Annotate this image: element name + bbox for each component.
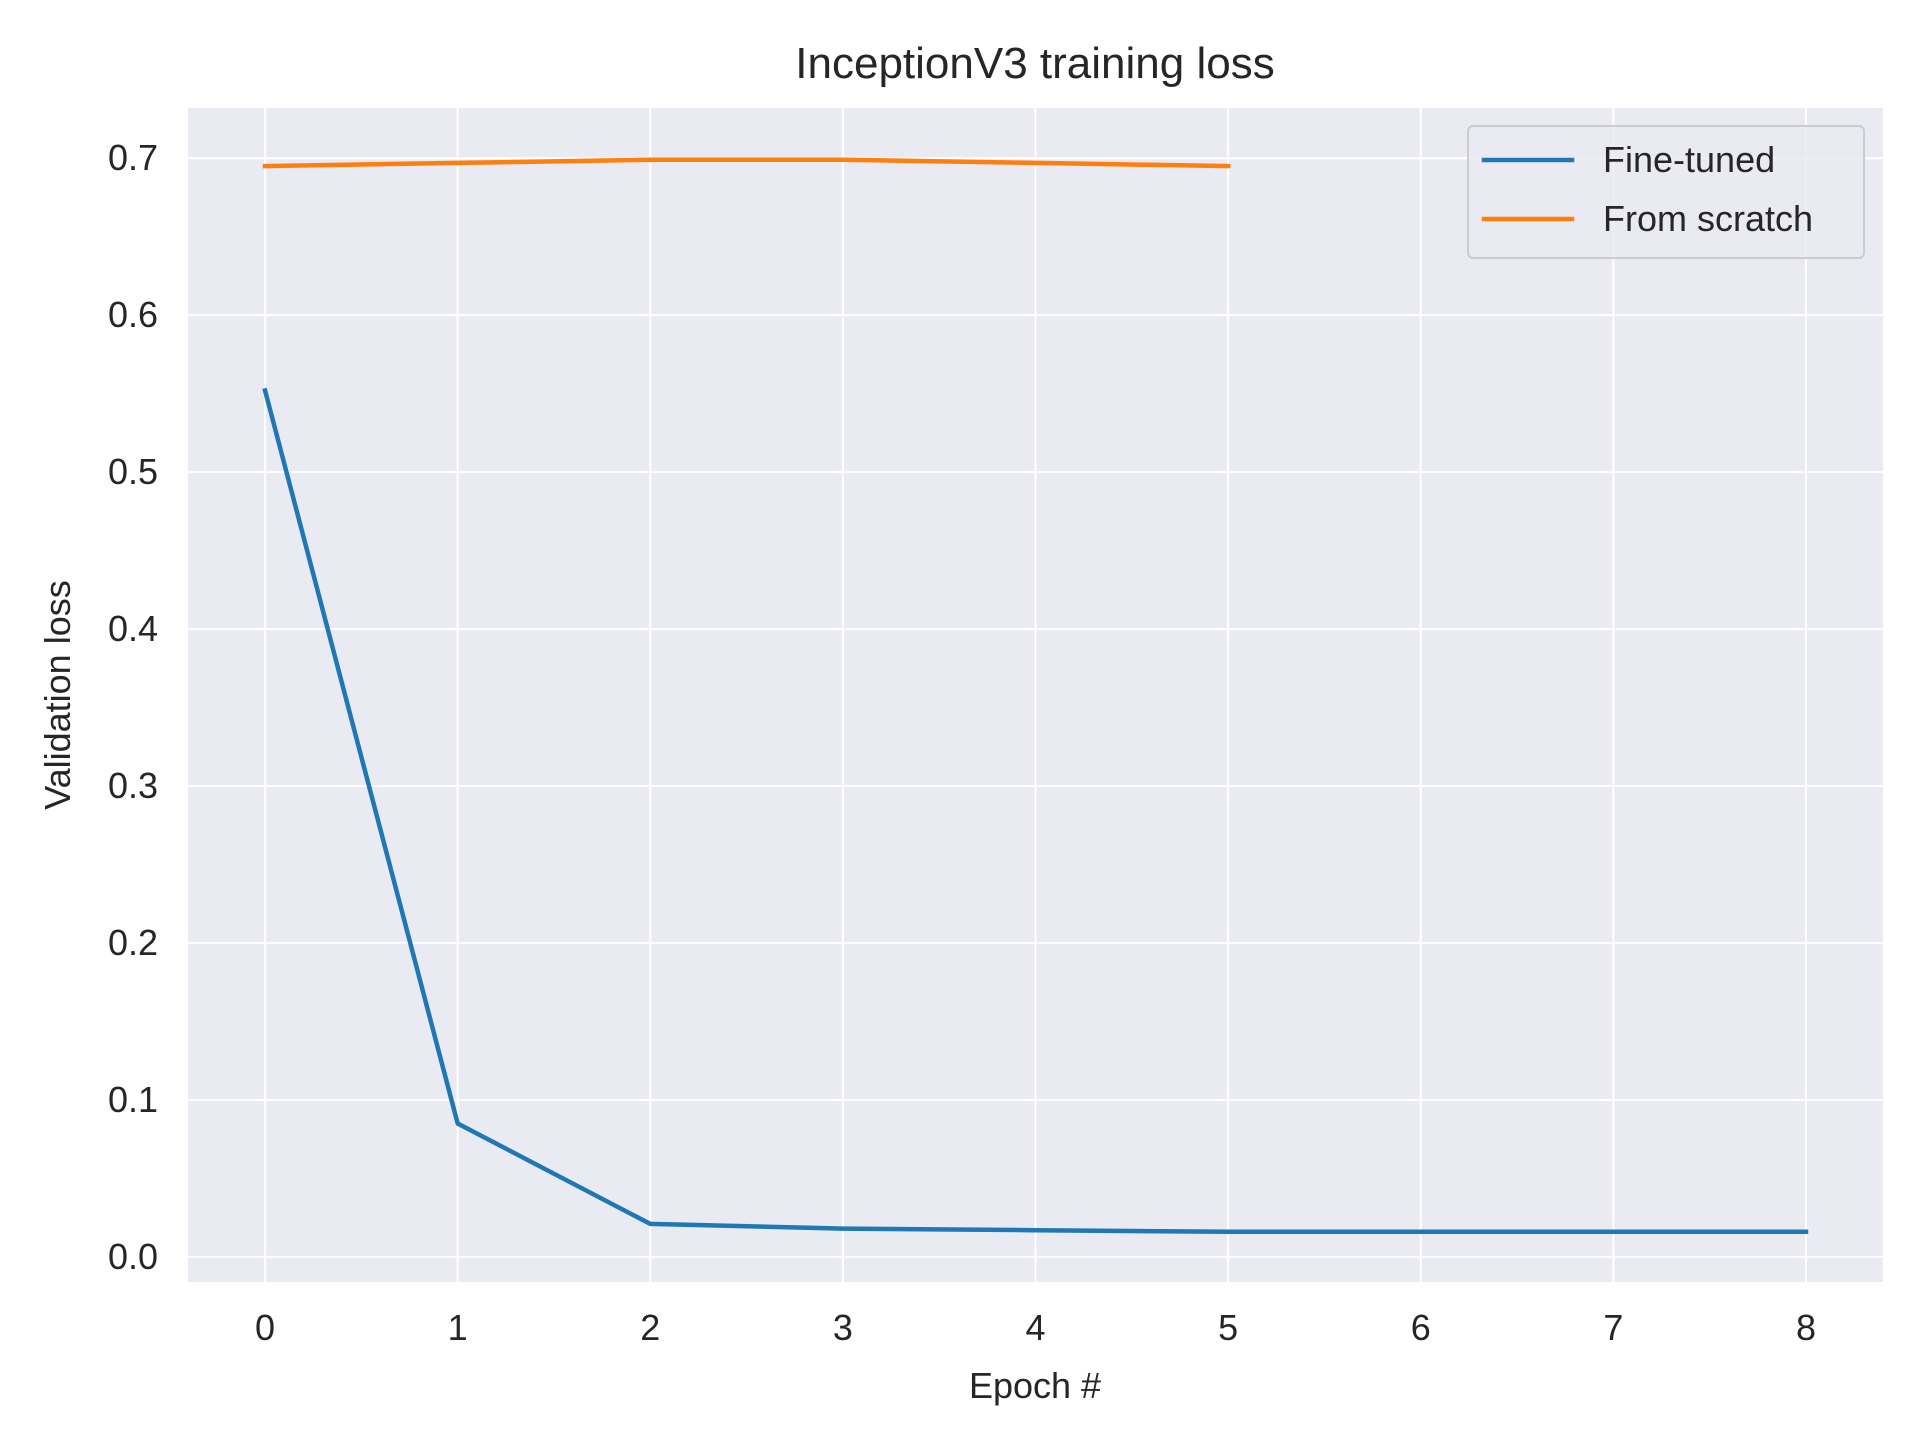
chart-title: InceptionV3 training loss [795, 39, 1274, 88]
x-tick-label: 0 [255, 1307, 275, 1348]
x-tick-label: 1 [448, 1307, 468, 1348]
y-axis-label: Validation loss [37, 580, 78, 809]
x-tick-label: 3 [833, 1307, 853, 1348]
x-tick-label: 7 [1603, 1307, 1623, 1348]
y-tick-label: 0.1 [108, 1079, 158, 1120]
series-lines [262, 157, 1809, 1235]
series-line-from-scratch [262, 157, 1231, 169]
x-tick-label: 8 [1796, 1307, 1816, 1348]
x-axis-label: Epoch # [969, 1365, 1101, 1406]
tick-labels: 0 1 2 3 4 5 6 7 8 0.0 0.1 0.2 0.3 0.4 0.5 0.6 0.7 [108, 137, 1816, 1348]
y-tick-label: 0.7 [108, 137, 158, 178]
grid-lines [188, 108, 1883, 1282]
y-tick-label: 0.3 [108, 765, 158, 806]
y-tick-label: 0.2 [108, 922, 158, 963]
y-tick-label: 0.0 [108, 1236, 158, 1277]
x-tick-label: 4 [1025, 1307, 1045, 1348]
series-line-fine-tuned [262, 387, 1809, 1235]
x-tick-label: 2 [640, 1307, 660, 1348]
legend-label-from-scratch: From scratch [1603, 198, 1813, 239]
y-tick-label: 0.6 [108, 294, 158, 335]
y-tick-label: 0.4 [108, 608, 158, 649]
legend-label-fine-tuned: Fine-tuned [1603, 139, 1775, 180]
y-tick-label: 0.5 [108, 451, 158, 492]
x-tick-label: 6 [1411, 1307, 1431, 1348]
x-tick-label: 5 [1218, 1307, 1238, 1348]
legend: Fine-tuned From scratch [1467, 125, 1865, 259]
